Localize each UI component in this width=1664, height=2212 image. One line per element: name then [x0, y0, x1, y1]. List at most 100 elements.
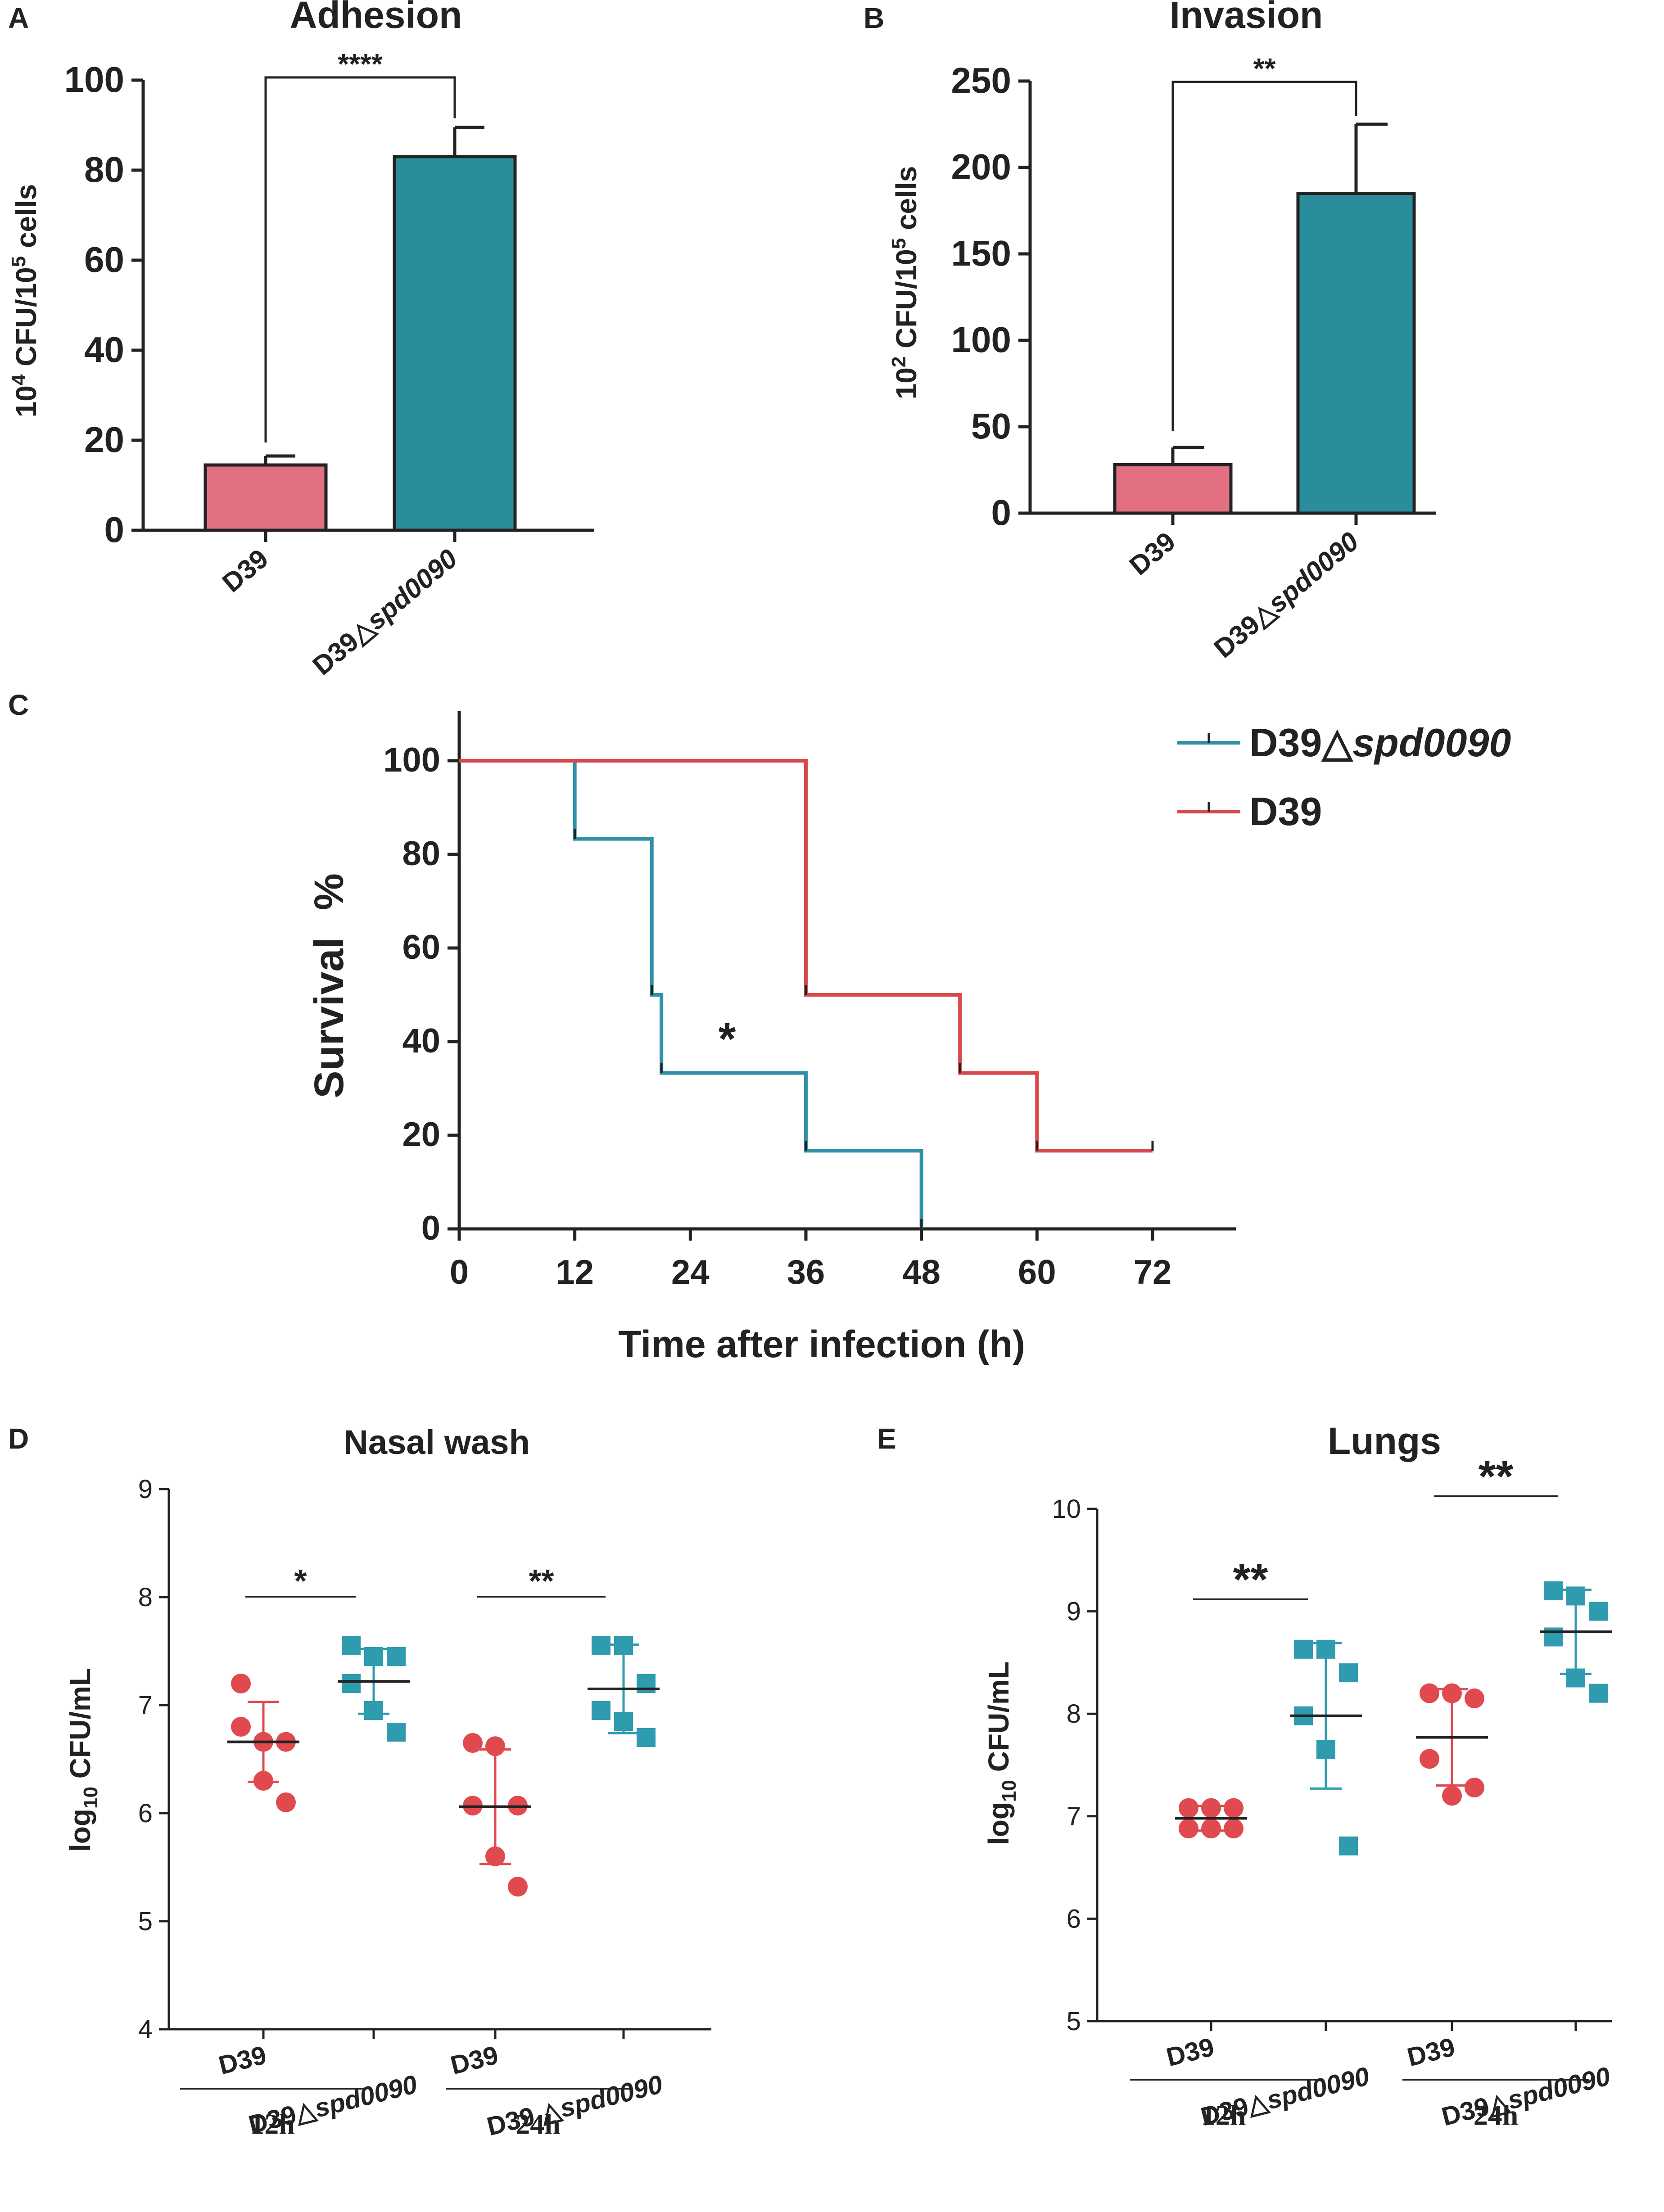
ticks-c: 0 20 40 60 80 100 0 12 24 36 48 60 72 — [383, 741, 1171, 1291]
legend-label: D39△spd0090 — [1249, 720, 1511, 765]
category-label: D39 — [1404, 2032, 1458, 2072]
y-tick-label: 7 — [138, 1691, 153, 1720]
data-point-square — [1566, 1668, 1585, 1688]
x-tick-label: 0 — [450, 1253, 469, 1291]
data-point-square — [592, 1701, 610, 1720]
category-label: D39 — [448, 2040, 501, 2081]
y-tick-label: 10 — [1052, 1494, 1081, 1524]
significance-bracket — [264, 76, 456, 442]
data-point-circle — [1442, 1683, 1462, 1703]
panel-c: C Survival% Time after infection (h) 0 20… — [8, 689, 1511, 1365]
y-tick-label: 0 — [991, 492, 1012, 533]
y-tick-label: 9 — [1067, 1597, 1081, 1626]
chart-title-nasal-wash: Nasal wash — [344, 1423, 530, 1462]
data-point-square — [614, 1712, 633, 1731]
x-categories-b: D39 D39△spd0090 — [1124, 513, 1364, 664]
survival-curve-mutant — [459, 759, 923, 1229]
time-label: 12h — [1201, 2099, 1246, 2131]
data-point-circle — [1420, 1749, 1439, 1769]
significance-a: **** — [264, 48, 456, 442]
y-ticks-a: 0 20 40 60 80 100 — [64, 59, 143, 550]
y-tick-label: 9 — [138, 1475, 153, 1504]
y-tick-label: 150 — [951, 233, 1011, 273]
x-tick-label: 36 — [787, 1253, 825, 1291]
y-tick-label: 200 — [951, 147, 1011, 187]
y-tick-label: 4 — [138, 2015, 153, 2044]
time-label: 24h — [515, 2108, 561, 2140]
significance-label: ** — [1479, 1451, 1514, 1502]
x-tick-label: 48 — [902, 1253, 941, 1291]
y-tick-label: 250 — [951, 60, 1011, 100]
data-point-circle — [485, 1846, 505, 1866]
data-point-square — [387, 1647, 406, 1666]
legend-label: D39 — [1249, 789, 1322, 834]
category-label: D39△spd0090 — [1439, 2062, 1614, 2132]
y-tick-label: 0 — [421, 1209, 440, 1247]
bar-d39 — [203, 463, 328, 532]
panel-letter-b: B — [864, 2, 884, 34]
y-tick-label: 8 — [138, 1583, 153, 1612]
panel-letter-e: E — [877, 1422, 896, 1455]
bars-b — [1113, 122, 1416, 515]
y-tick-label: 0 — [104, 510, 125, 550]
significance-d: * ** — [245, 1563, 606, 1599]
bar-d39 — [1113, 463, 1233, 515]
data-point-square — [342, 1636, 361, 1655]
y-tick-label: 100 — [383, 741, 440, 779]
y-tick-label: 5 — [1067, 2007, 1081, 2036]
y-tick-label: 100 — [64, 59, 124, 99]
y-axis-label-e: log10 CFU/mL — [982, 1661, 1020, 1845]
category-label: D39 △spd0090 — [484, 2070, 665, 2142]
data-point-circle — [231, 1717, 251, 1737]
y-tick-label: 40 — [84, 330, 124, 370]
data-point-square — [1316, 1639, 1335, 1659]
data-point-circle — [1201, 1819, 1221, 1839]
category-label: D39△spd0090 — [1208, 526, 1365, 664]
y-tick-label: 100 — [951, 320, 1011, 360]
data-point-square — [1589, 1602, 1608, 1621]
survival-curve-d39 — [459, 759, 1153, 1153]
data-point-circle — [508, 1877, 528, 1897]
x-tick-label: 60 — [1018, 1253, 1056, 1291]
panel-letter-c: C — [8, 689, 29, 721]
category-label: D39 — [217, 543, 274, 598]
data-point-circle — [485, 1736, 505, 1756]
data-point-square — [1544, 1627, 1563, 1647]
y-axis-label-d: log10 CFU/mL — [64, 1668, 102, 1852]
significance-label: ** — [529, 1563, 554, 1599]
data-point-circle — [1179, 1798, 1198, 1818]
data-point-square — [637, 1728, 656, 1747]
data-point-circle — [1179, 1819, 1198, 1839]
y-tick-label: 60 — [402, 928, 440, 966]
data-point-circle — [1420, 1683, 1439, 1703]
scatter-points-d — [227, 1636, 660, 1897]
y-ticks-d: 4 5 6 7 8 9 — [138, 1475, 169, 2044]
y-tick-label: 8 — [1067, 1699, 1081, 1729]
legend-c: D39△spd0090 D39 — [1177, 720, 1511, 834]
x-tick-label: 72 — [1134, 1253, 1172, 1291]
y-tick-label: 50 — [971, 406, 1011, 446]
significance-bracket — [1171, 81, 1357, 432]
x-tick-label: 12 — [556, 1253, 594, 1291]
significance-b: ** — [1171, 52, 1357, 432]
bar-mutant — [1296, 192, 1416, 515]
chart-title-adhesion: Adhesion — [290, 0, 462, 36]
category-label: D39△spd0090 — [307, 543, 463, 681]
significance-label: ** — [1253, 52, 1276, 85]
y-tick-label: 80 — [402, 835, 440, 873]
data-point-square — [364, 1701, 383, 1720]
x-axis-label-c: Time after infection (h) — [618, 1323, 1025, 1365]
data-point-square — [387, 1723, 406, 1742]
data-point-circle — [1201, 1798, 1221, 1818]
data-point-circle — [1224, 1819, 1243, 1839]
data-point-circle — [276, 1792, 296, 1812]
data-point-circle — [463, 1733, 483, 1753]
data-point-square — [1316, 1740, 1335, 1759]
data-point-circle — [1224, 1798, 1243, 1818]
y-tick-label: 5 — [138, 1907, 153, 1936]
x-tick-label: 24 — [671, 1253, 710, 1291]
